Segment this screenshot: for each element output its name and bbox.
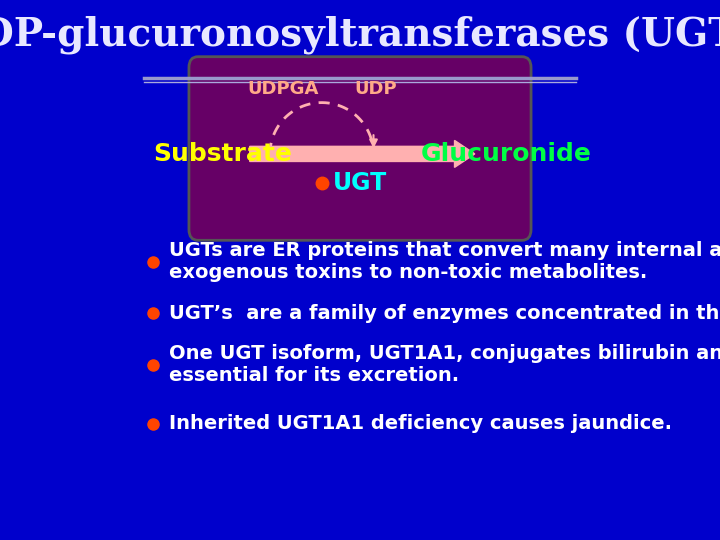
FancyBboxPatch shape <box>189 57 531 240</box>
Text: UDPGA: UDPGA <box>248 80 319 98</box>
FancyArrow shape <box>250 140 474 167</box>
Text: UGTs are ER proteins that convert many internal and
exogenous toxins to non-toxi: UGTs are ER proteins that convert many i… <box>168 241 720 282</box>
Text: UGT’s  are a family of enzymes concentrated in the liver.: UGT’s are a family of enzymes concentrat… <box>168 303 720 323</box>
Text: Substrate: Substrate <box>153 142 292 166</box>
Text: UDP-glucuronosyltransferases (UGTs): UDP-glucuronosyltransferases (UGTs) <box>0 16 720 55</box>
Text: UGT: UGT <box>333 171 387 194</box>
Text: Inherited UGT1A1 deficiency causes jaundice.: Inherited UGT1A1 deficiency causes jaund… <box>168 414 672 434</box>
Text: UDP: UDP <box>354 80 397 98</box>
Text: One UGT isoform, UGT1A1, conjugates bilirubin and is
essential for its excretion: One UGT isoform, UGT1A1, conjugates bili… <box>168 344 720 385</box>
Text: Glucuronide: Glucuronide <box>421 142 592 166</box>
